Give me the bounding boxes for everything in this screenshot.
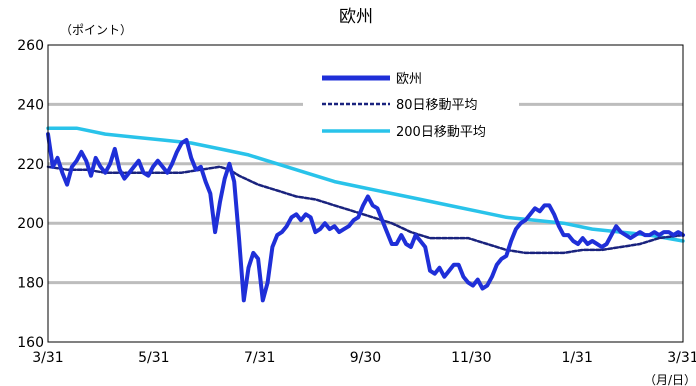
x-tick-label: 9/30 — [350, 350, 381, 366]
series-group — [46, 126, 685, 303]
x-tick-label: 3/31 — [32, 350, 63, 366]
x-tick-label: 1/31 — [561, 350, 592, 366]
series-line-200d-ma — [46, 126, 685, 243]
x-tick-label: 3/31 — [667, 350, 696, 366]
y-axis-unit-label: （ポイント） — [60, 23, 132, 37]
series-line-80d-ma — [46, 165, 685, 255]
y-tick-label: 240 — [17, 97, 44, 113]
legend-label-200d: 200日移動平均 — [396, 125, 486, 140]
legend-label-80d: 80日移動平均 — [396, 98, 478, 113]
y-tick-label: 260 — [17, 38, 44, 54]
plot-frame — [47, 44, 684, 343]
x-tick-labels: 3/31 5/31 7/31 9/30 11/30 1/31 3/31 — [32, 350, 696, 366]
y-tick-label: 180 — [17, 276, 44, 292]
y-tick-labels: 160 180 200 220 240 260 — [17, 38, 44, 351]
y-tick-label: 220 — [17, 157, 44, 173]
x-tick-label: 5/31 — [138, 350, 169, 366]
y-tick-label: 200 — [17, 216, 44, 232]
y-tick-label: 160 — [17, 335, 44, 351]
legend-label-europe: 欧州 — [396, 72, 422, 87]
chart-title: 欧州 — [339, 7, 373, 27]
x-axis-unit-label: （月/日） — [644, 373, 696, 386]
series-line-europe — [46, 132, 685, 303]
x-tick-label: 11/30 — [451, 350, 491, 366]
legend: 欧州 80日移動平均 200日移動平均 — [303, 62, 519, 144]
x-tick-label: 7/31 — [244, 350, 275, 366]
